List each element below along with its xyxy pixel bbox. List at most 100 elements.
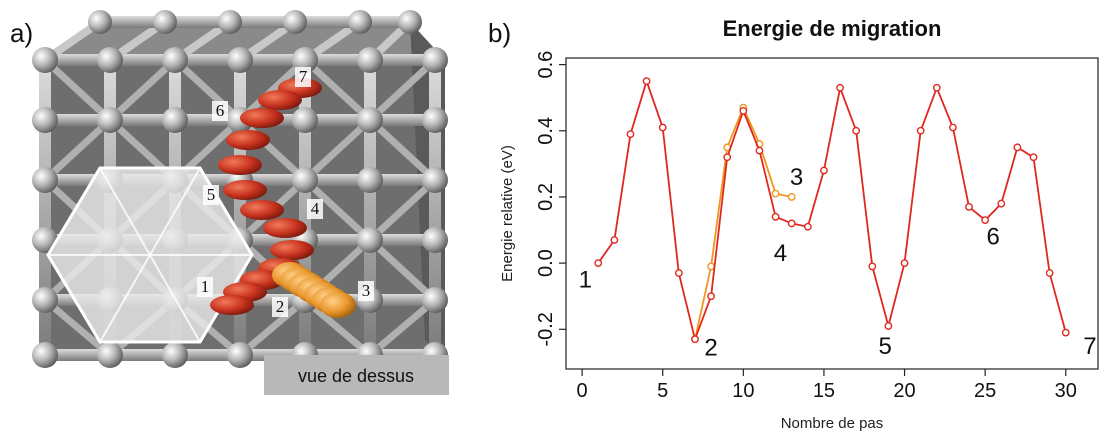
point-label-5: 5 bbox=[879, 333, 892, 360]
lattice-rod bbox=[367, 117, 438, 183]
migration-path-atom bbox=[270, 240, 314, 260]
lattice-rod bbox=[42, 297, 113, 358]
data-point bbox=[771, 189, 780, 198]
data-point bbox=[626, 130, 635, 138]
data-point bbox=[1061, 328, 1070, 337]
atom-label-box bbox=[272, 297, 288, 317]
lattice-atom bbox=[32, 287, 58, 313]
lattice-atom bbox=[227, 47, 253, 73]
atom-label-5: 5 bbox=[207, 185, 216, 204]
y-axis-label: Energie relative (eV) bbox=[499, 145, 516, 282]
migration-path-atom bbox=[218, 155, 262, 175]
point-label-3: 3 bbox=[790, 164, 803, 191]
lattice-rod bbox=[42, 117, 113, 183]
lattice-atom bbox=[32, 167, 58, 193]
lattice-atom bbox=[162, 107, 188, 133]
atom-label-box bbox=[212, 101, 228, 121]
data-point bbox=[884, 322, 893, 330]
data-point bbox=[981, 216, 990, 225]
y-tick-label: 0.6 bbox=[535, 51, 557, 79]
lattice-atom bbox=[422, 287, 448, 313]
lattice-rod bbox=[42, 57, 113, 123]
lattice-atom bbox=[218, 10, 242, 34]
lattice-rod bbox=[302, 297, 373, 358]
lattice-rod bbox=[302, 117, 373, 183]
lattice-rod bbox=[367, 297, 438, 358]
lattice-rod bbox=[302, 177, 373, 243]
data-point bbox=[674, 269, 683, 277]
data-point bbox=[932, 83, 941, 92]
atom-label-7: 7 bbox=[299, 67, 308, 86]
y-tick-label: 0.4 bbox=[535, 117, 557, 145]
point-label-1: 1 bbox=[579, 267, 592, 294]
lattice-atom bbox=[162, 342, 188, 368]
atom-label-box bbox=[358, 281, 374, 301]
migration-path-atom bbox=[240, 108, 284, 128]
atom-label-1: 1 bbox=[201, 277, 210, 296]
lattice-atom bbox=[88, 10, 112, 34]
lattice-rod bbox=[237, 297, 308, 358]
y-tick-label: -0.2 bbox=[535, 312, 557, 346]
lattice-atom bbox=[422, 167, 448, 193]
series-line-0 bbox=[597, 78, 1067, 343]
plot-frame bbox=[565, 57, 1099, 370]
x-tick-label: 25 bbox=[974, 380, 996, 402]
lattice-rod bbox=[364, 60, 376, 358]
lattice-atom bbox=[357, 107, 383, 133]
data-point bbox=[1013, 143, 1022, 152]
data-point bbox=[900, 259, 909, 268]
data-point bbox=[787, 193, 796, 201]
atom-label-6: 6 bbox=[216, 101, 225, 120]
data-point bbox=[1045, 269, 1054, 277]
data-point bbox=[949, 123, 957, 132]
lattice-atom bbox=[357, 227, 383, 253]
lattice-atom bbox=[422, 227, 448, 253]
lattice-atom bbox=[398, 10, 422, 34]
lattice-atom bbox=[97, 107, 123, 133]
x-tick-label: 10 bbox=[732, 380, 754, 402]
lattice-illustration: 1 2 3 4 5 6 7 vue de dessus bbox=[32, 10, 449, 395]
lattice-atom bbox=[348, 10, 372, 34]
migration-path-atom bbox=[210, 295, 254, 315]
x-tick-label: 0 bbox=[577, 380, 588, 402]
y-tick-label: 0.2 bbox=[535, 183, 557, 211]
lattice-atom bbox=[292, 47, 318, 73]
atom-label-4: 4 bbox=[311, 199, 320, 218]
migration-path-atom bbox=[263, 218, 307, 238]
lattice-atom bbox=[153, 10, 177, 34]
lattice-atom bbox=[227, 342, 253, 368]
migration-path-atom bbox=[226, 130, 270, 150]
lattice-atom bbox=[97, 47, 123, 73]
lattice-rod bbox=[367, 237, 438, 303]
lattice-rod bbox=[429, 60, 441, 358]
data-point bbox=[739, 107, 748, 115]
atom-label-box bbox=[203, 185, 219, 205]
lattice-atom bbox=[292, 107, 318, 133]
atom-label-box bbox=[295, 67, 311, 87]
data-point bbox=[965, 202, 973, 211]
lattice-atom bbox=[283, 10, 307, 34]
data-point bbox=[610, 236, 619, 244]
x-tick-label: 30 bbox=[1055, 380, 1077, 402]
data-point bbox=[803, 222, 812, 231]
lattice-atom bbox=[292, 167, 318, 193]
point-label-4: 4 bbox=[774, 240, 787, 267]
lattice-atom bbox=[162, 47, 188, 73]
data-point bbox=[787, 219, 796, 228]
point-label-2: 2 bbox=[704, 334, 717, 361]
data-point bbox=[916, 126, 925, 135]
lattice-atom bbox=[357, 47, 383, 73]
data-point bbox=[723, 153, 732, 162]
data-point bbox=[642, 77, 651, 86]
x-axis-label: Nombre de pas bbox=[781, 415, 884, 432]
lattice-atom bbox=[32, 342, 58, 368]
data-point bbox=[852, 126, 861, 135]
data-point bbox=[820, 166, 828, 175]
chart-title: Energie de migration bbox=[723, 16, 942, 41]
lattice-rod bbox=[172, 57, 243, 123]
data-point bbox=[707, 292, 715, 301]
caption-box bbox=[264, 355, 449, 395]
data-point bbox=[707, 262, 715, 271]
